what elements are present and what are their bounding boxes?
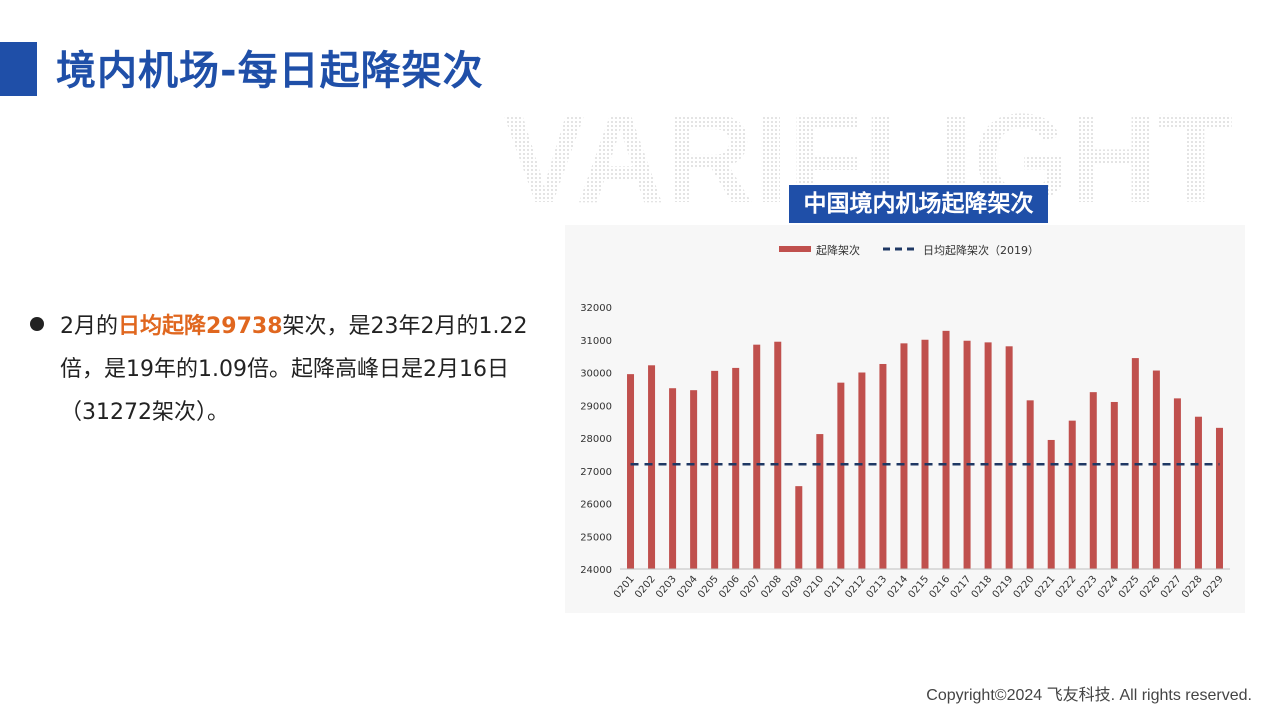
x-tick-label: 0218	[970, 574, 995, 601]
x-tick-label: 0210	[801, 574, 826, 601]
x-tick-label: 0225	[1117, 574, 1142, 601]
bar-0228	[1194, 416, 1202, 569]
x-tick-label: 0212	[843, 574, 868, 601]
bullet-highlight: 日均起降29738	[118, 314, 283, 339]
x-tick-label: 0208	[759, 574, 784, 601]
bar-0202	[648, 365, 656, 569]
bar-0219	[1005, 346, 1013, 569]
y-tick-label: 31000	[580, 336, 612, 347]
bar-0221	[1047, 439, 1055, 569]
chart-legend: 起降架次 日均起降架次（2019）	[779, 243, 1039, 257]
x-tick-label: 0216	[928, 574, 953, 601]
chart-title: 中国境内机场起降架次	[803, 191, 1034, 217]
x-tick-label: 0227	[1159, 574, 1184, 601]
page-title: 境内机场-每日起降架次	[56, 48, 484, 94]
bar-0204	[690, 390, 698, 569]
y-tick-label: 25000	[580, 532, 612, 543]
x-tick-label: 0205	[696, 574, 721, 601]
bar-0217	[963, 340, 971, 569]
bar-0214	[900, 343, 908, 569]
x-tick-label: 0229	[1201, 574, 1226, 601]
y-axis: 24000 25000 26000 27000 28000 29000 30000 31000…	[580, 303, 612, 576]
x-tick-label: 0213	[864, 574, 889, 601]
bullet-dot-icon	[30, 317, 44, 331]
bar-0223	[1089, 392, 1097, 569]
y-tick-label: 27000	[580, 467, 612, 478]
x-tick-label: 0224	[1096, 574, 1121, 601]
legend-label-line: 日均起降架次（2019）	[923, 243, 1039, 257]
x-tick-label: 0228	[1180, 574, 1205, 601]
x-tick-label: 0220	[1012, 574, 1037, 601]
bar-0215	[921, 339, 929, 569]
y-tick-label: 28000	[580, 434, 612, 445]
y-tick-label: 32000	[580, 303, 612, 314]
x-tick-label: 0206	[717, 574, 742, 601]
x-tick-label: 0207	[738, 574, 763, 601]
bar-0220	[1026, 400, 1034, 569]
y-tick-label: 24000	[580, 565, 612, 576]
bar-0216	[942, 330, 950, 569]
legend-swatch-bar	[779, 246, 811, 252]
bar-0201	[627, 374, 635, 569]
x-tick-label: 0219	[991, 574, 1016, 601]
bar-0229	[1215, 427, 1223, 569]
x-tick-label: 0215	[907, 574, 932, 601]
bullet-text: 2月的日均起降29738架次，是23年2月的1.22倍，是19年的1.09倍。起…	[60, 305, 550, 434]
bar-0218	[984, 342, 992, 569]
bar-0222	[1068, 420, 1076, 569]
bar-0205	[711, 370, 719, 569]
title-accent-bar	[0, 42, 37, 96]
bar-chart: 起降架次 日均起降架次（2019） 24000 25000 26000 27000 28…	[580, 243, 1230, 601]
footer-copyright: Copyright©2024 飞友科技. All rights reserved…	[926, 687, 1252, 704]
x-tick-label: 0217	[949, 574, 974, 601]
y-tick-label: 30000	[580, 369, 612, 380]
x-axis: 0201020202030204020502060207020802090210…	[612, 568, 1230, 601]
x-tick-label: 0221	[1033, 574, 1058, 601]
chart-title-box: 中国境内机场起降架次	[789, 185, 1048, 223]
x-tick-label: 0204	[675, 574, 700, 601]
bar-0212	[858, 372, 866, 569]
bar-series	[627, 330, 1223, 569]
x-tick-label: 0211	[822, 574, 847, 601]
bar-0206	[732, 367, 740, 569]
bullet-point: 2月的日均起降29738架次，是23年2月的1.22倍，是19年的1.09倍。起…	[30, 305, 550, 434]
bar-0207	[753, 344, 761, 569]
bar-0213	[879, 363, 887, 569]
y-tick-label: 29000	[580, 401, 612, 412]
chart-area: 起降架次 日均起降架次（2019） 24000 25000 26000 27000 28…	[565, 225, 1245, 613]
bar-0203	[669, 388, 677, 569]
x-tick-label: 0223	[1075, 574, 1100, 601]
x-tick-label: 0222	[1054, 574, 1079, 601]
x-tick-label: 0202	[633, 574, 658, 601]
x-tick-label: 0203	[654, 574, 679, 601]
bar-0211	[837, 382, 845, 569]
bar-0224	[1110, 401, 1118, 569]
bar-0210	[816, 434, 824, 569]
x-tick-label: 0214	[885, 574, 910, 601]
bar-0209	[795, 486, 803, 569]
bar-0226	[1152, 370, 1160, 569]
x-tick-label: 0209	[780, 574, 805, 601]
bar-0227	[1173, 398, 1181, 569]
legend-label-bar: 起降架次	[816, 243, 860, 257]
bar-0208	[774, 341, 782, 569]
x-tick-label: 0201	[612, 574, 637, 601]
x-tick-label: 0226	[1138, 574, 1163, 601]
bullet-text-part1: 2月的	[60, 314, 118, 339]
bullet-text-part2: 架次，是23年2月的1.22倍，是19年的1.09倍。起降高峰日是2月16日（3…	[60, 314, 528, 425]
y-tick-label: 26000	[580, 500, 612, 511]
